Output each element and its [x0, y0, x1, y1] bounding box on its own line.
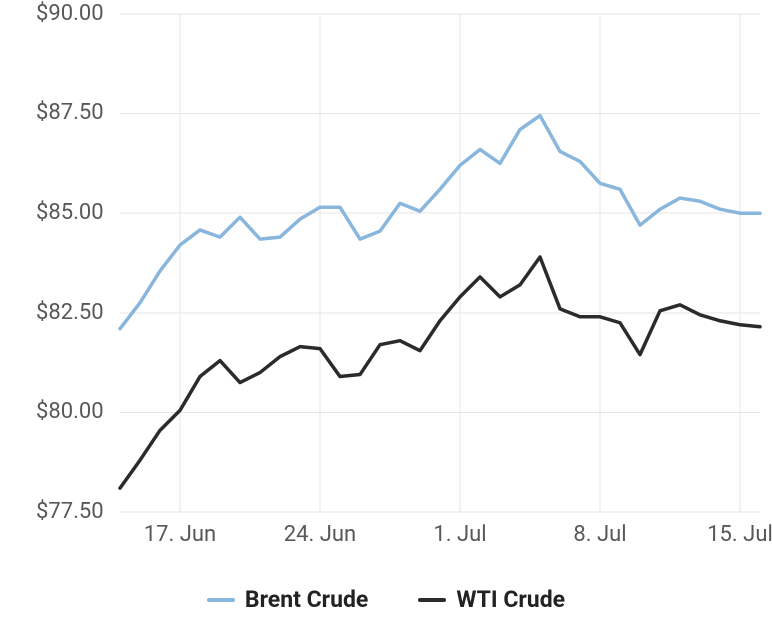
legend-item[interactable]: Brent Crude: [207, 586, 368, 613]
legend: Brent Crude WTI Crude: [0, 586, 772, 613]
legend-swatch: [418, 598, 446, 602]
y-tick-label: $80.00: [36, 399, 104, 424]
y-tick-label: $85.00: [36, 200, 104, 225]
y-tick-label: $77.50: [36, 499, 104, 524]
plot-area: $90.00$87.50$85.00$82.50$80.00$77.5017. …: [120, 14, 760, 512]
y-tick-label: $82.50: [36, 300, 104, 325]
y-tick-label: $90.00: [36, 1, 104, 26]
x-tick-label: 24. Jun: [284, 522, 356, 547]
legend-label: WTI Crude: [456, 586, 565, 613]
x-tick-label: 1. Jul: [433, 522, 486, 547]
oil-price-chart: $90.00 $87.50 $85.00 $82.50 $80.00 $77.50 17. …: [0, 0, 772, 636]
x-tick-label: 15. Jul: [707, 522, 772, 547]
legend-swatch: [207, 598, 235, 602]
x-tick-label: 8. Jul: [573, 522, 626, 547]
legend-label: Brent Crude: [245, 586, 368, 613]
y-tick-label: $87.50: [36, 100, 104, 125]
x-tick-label: 17. Jun: [144, 522, 216, 547]
series-line-1: [120, 257, 760, 488]
series-line-0: [120, 116, 760, 329]
plot-svg: [120, 14, 760, 512]
legend-item[interactable]: WTI Crude: [418, 586, 565, 613]
